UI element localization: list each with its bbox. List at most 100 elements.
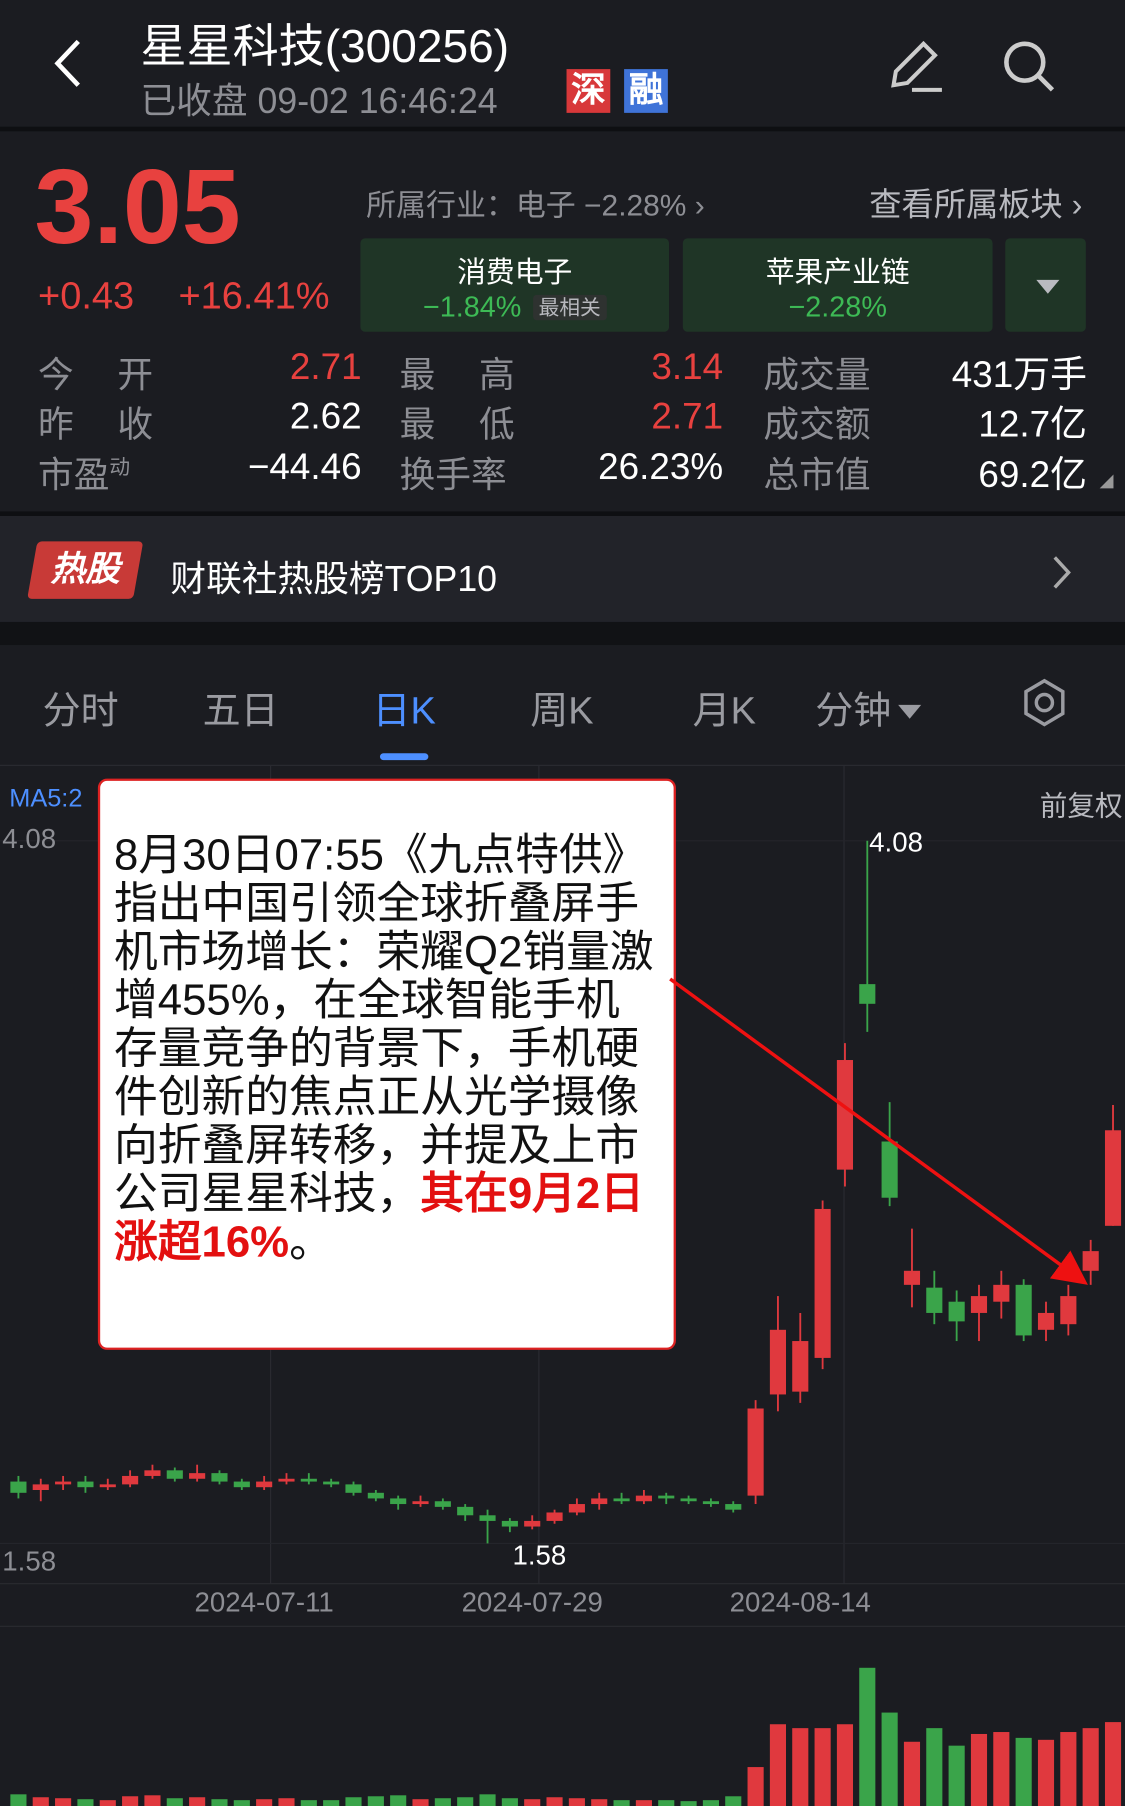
- volume-bar: [524, 1799, 541, 1806]
- candle-body: [613, 1498, 630, 1502]
- stat-label: 最 低: [400, 395, 515, 447]
- volume-bar: [367, 1796, 384, 1806]
- candle-body: [1082, 1251, 1099, 1271]
- candle-body: [345, 1484, 362, 1493]
- stat-label: 市盈动: [38, 446, 153, 498]
- volume-bar: [32, 1797, 49, 1806]
- tab[interactable]: 日K: [372, 688, 436, 732]
- divider: [0, 764, 1125, 766]
- candle-body: [881, 1141, 898, 1198]
- divider: [0, 126, 1125, 132]
- volume-bar: [859, 1667, 876, 1806]
- candle-body: [256, 1481, 273, 1488]
- candle-body: [658, 1495, 675, 1499]
- volume-bar: [390, 1795, 407, 1806]
- tab[interactable]: 分时: [42, 688, 119, 732]
- volume-bar: [434, 1798, 451, 1806]
- candle-body: [390, 1498, 407, 1505]
- industry-text: 所属行业：电子 −2.28%: [366, 187, 687, 223]
- tab[interactable]: 五日: [202, 688, 279, 732]
- sector-tag: 最相关: [532, 294, 607, 321]
- candle-body: [836, 1060, 854, 1170]
- stat-label-text: 成交量: [763, 354, 871, 396]
- volume-bar: [993, 1732, 1010, 1806]
- candle-body: [479, 1515, 496, 1521]
- stat-label: 今 开: [38, 346, 153, 398]
- divider: [0, 511, 1125, 517]
- hot-tag: 热股: [50, 550, 120, 589]
- candle-body: [144, 1470, 161, 1476]
- candle-body: [769, 1329, 787, 1395]
- candle-body: [926, 1287, 943, 1313]
- volume-bar: [1037, 1739, 1055, 1806]
- stat-label-text: 换手率: [399, 454, 507, 496]
- sector-change-row: −1.84% 最相关: [360, 291, 669, 324]
- volume-bar: [166, 1798, 183, 1806]
- tab[interactable]: 周K: [530, 688, 594, 732]
- expand-sectors[interactable]: [1005, 238, 1086, 332]
- sector-card[interactable]: 消费电子 −1.84% 最相关: [360, 238, 670, 332]
- candle-body: [55, 1481, 72, 1485]
- dropdown-icon: [898, 704, 922, 719]
- candle-body: [970, 1296, 988, 1313]
- volume-bar: [1060, 1732, 1077, 1806]
- volume-bar: [10, 1794, 27, 1806]
- settings-button[interactable]: [1019, 677, 1070, 728]
- volume-bar: [568, 1798, 585, 1806]
- volume-bar: [144, 1795, 161, 1806]
- volume-bar: [479, 1794, 496, 1806]
- stat-label: 最 高: [400, 346, 515, 398]
- sector-card[interactable]: 苹果产业链 −2.28%: [682, 238, 993, 332]
- volume-bar: [613, 1800, 630, 1806]
- candle-body: [680, 1498, 697, 1502]
- tab[interactable]: 月K: [692, 688, 756, 732]
- adjust-mode[interactable]: 前复权: [1039, 791, 1123, 823]
- candle-body: [412, 1501, 429, 1505]
- candle-body: [591, 1498, 608, 1505]
- candle-body: [32, 1484, 49, 1491]
- sector-name: 苹果产业链: [765, 256, 910, 290]
- sector-change: −2.28%: [788, 291, 887, 324]
- volume-bar: [658, 1800, 675, 1806]
- sector-link[interactable]: 查看所属板块 ›: [869, 186, 1083, 223]
- tab[interactable]: 分钟: [815, 680, 923, 735]
- volume-bar: [323, 1800, 340, 1806]
- volume-bar: [680, 1801, 697, 1806]
- divider: [0, 621, 1125, 646]
- volume-bar: [1104, 1722, 1122, 1806]
- hot-banner[interactable]: [0, 516, 1125, 622]
- volume-bar: [233, 1800, 250, 1806]
- candle-body: [948, 1301, 965, 1322]
- price: 3.05: [34, 148, 241, 267]
- candle-body: [233, 1481, 250, 1488]
- volume-bar: [635, 1800, 652, 1806]
- volume-bar: [591, 1799, 608, 1806]
- stat-value: 12.7亿: [978, 403, 1087, 445]
- stat-label-text: 市盈: [37, 454, 110, 496]
- search-button[interactable]: [999, 37, 1059, 95]
- edit-button[interactable]: [884, 37, 946, 95]
- candle-body: [993, 1284, 1010, 1302]
- badge: 融: [624, 69, 668, 113]
- volume-bar: [1015, 1737, 1032, 1806]
- volume-bar: [457, 1797, 474, 1806]
- volume-bar: [1082, 1728, 1099, 1806]
- change: +0.43: [37, 274, 135, 317]
- stat-label: 成交额: [763, 395, 878, 447]
- candle-body: [1037, 1312, 1055, 1330]
- industry[interactable]: 所属行业：电子 −2.28% ›: [366, 187, 705, 223]
- stat-label-text: 成交额: [763, 404, 871, 445]
- volume-bar: [881, 1712, 898, 1806]
- volume-bar: [792, 1728, 809, 1806]
- back-button[interactable]: [46, 35, 92, 93]
- volume-bar: [970, 1733, 988, 1806]
- stat-label-text: 昨 收: [37, 404, 154, 445]
- volume-bar: [412, 1799, 429, 1806]
- sector-link-text: 查看所属板块: [869, 186, 1063, 223]
- badge: 深: [566, 69, 611, 113]
- sector-name: 消费电子: [457, 256, 573, 290]
- hot-text: 财联社热股榜TOP10: [170, 558, 498, 599]
- candle-body: [367, 1492, 384, 1499]
